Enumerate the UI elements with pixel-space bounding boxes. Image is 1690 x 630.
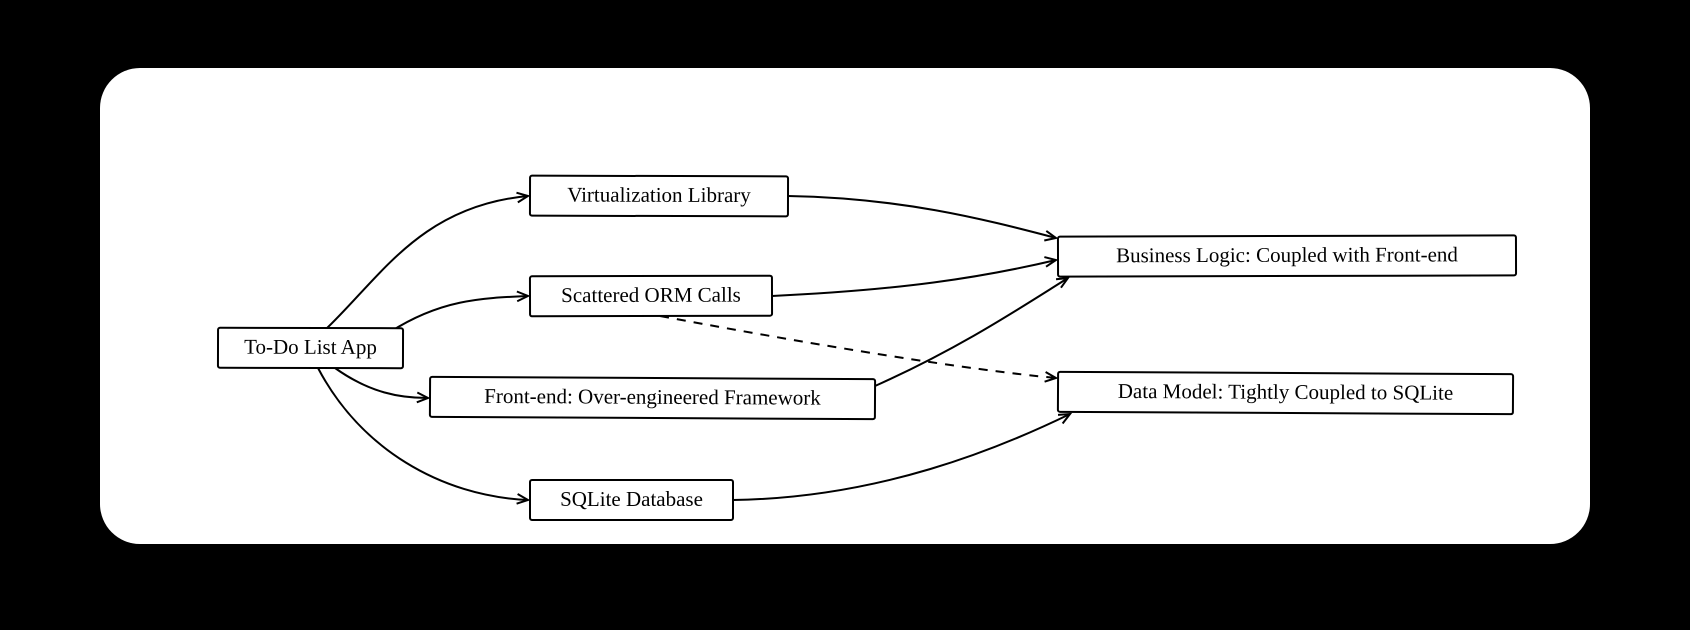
node-dm: Data Model: Tightly Coupled to SQLite	[1058, 372, 1513, 414]
edge-sqlite-dm	[733, 414, 1070, 500]
node-biz: Business Logic: Coupled with Front-end	[1058, 235, 1516, 276]
node-orm-label: Scattered ORM Calls	[561, 283, 741, 307]
edges-layer	[318, 193, 1070, 504]
diagram-panel: To-Do List App Virtualization Library Scat…	[100, 68, 1590, 544]
edge-todo-orm	[390, 296, 528, 332]
node-fe: Front-end: Over-engineered Framework	[430, 377, 875, 419]
node-virt: Virtualization Library	[530, 176, 788, 217]
edge-orm-dm	[660, 316, 1056, 378]
edge-fe-biz	[875, 278, 1068, 386]
node-dm-label: Data Model: Tightly Coupled to SQLite	[1118, 379, 1454, 405]
edge-virt-biz	[788, 196, 1056, 238]
edge-todo-virt	[325, 196, 528, 330]
node-todo-label: To-Do List App	[244, 335, 377, 359]
node-sqlite-label: SQLite Database	[560, 487, 703, 511]
diagram-svg: To-Do List App Virtualization Library Scat…	[100, 68, 1590, 544]
edge-todo-fe	[335, 368, 428, 398]
node-sqlite: SQLite Database	[530, 480, 733, 520]
node-biz-label: Business Logic: Coupled with Front-end	[1116, 242, 1458, 267]
node-virt-label: Virtualization Library	[567, 183, 751, 207]
edge-orm-biz	[772, 260, 1056, 296]
node-orm: Scattered ORM Calls	[530, 276, 772, 317]
nodes-layer: To-Do List App Virtualization Library Scat…	[218, 176, 1516, 520]
node-fe-label: Front-end: Over-engineered Framework	[484, 384, 821, 410]
node-todo: To-Do List App	[218, 328, 403, 368]
